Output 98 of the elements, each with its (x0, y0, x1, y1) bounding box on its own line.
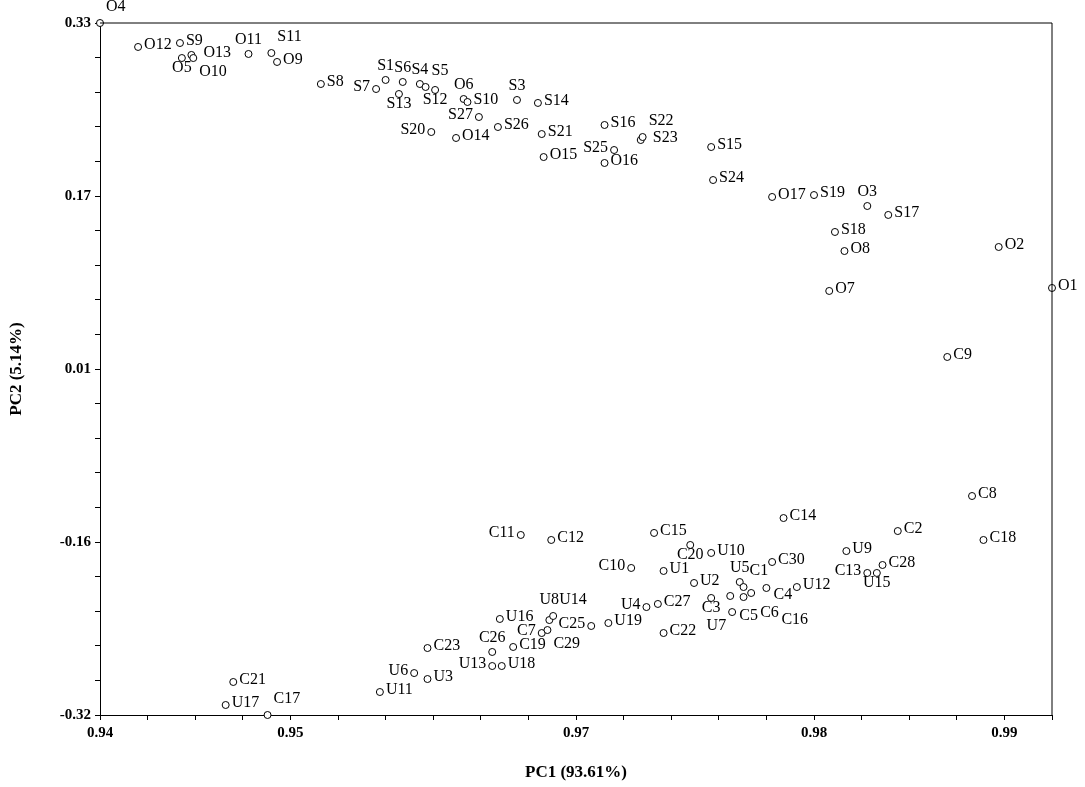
annotation: S16 (610, 113, 636, 131)
annotation: S19 (820, 183, 845, 201)
annotation: O6 (453, 75, 474, 93)
annotation: C8 (978, 484, 997, 502)
y-tick-label: 0.01 (64, 359, 91, 376)
y-axis-title: PC2 (5.14%) (5, 322, 25, 416)
annotation: O11 (235, 30, 262, 48)
annotation: S26 (503, 115, 529, 133)
annotation: O17 (778, 185, 806, 203)
annotation: O2 (1004, 235, 1025, 253)
annotation: U6 (388, 661, 409, 679)
annotation: S24 (719, 168, 744, 186)
annotation: U8 (539, 590, 560, 608)
annotation: C14 (789, 506, 817, 524)
annotation: O14 (462, 126, 490, 144)
annotation: U14 (559, 590, 587, 608)
annotation: U13 (458, 654, 487, 672)
annotation: U17 (231, 693, 260, 711)
x-tick-label: 0.97 (562, 723, 590, 740)
annotation: S10 (473, 90, 499, 108)
x-tick-label: 0.99 (991, 723, 1018, 740)
x-tick-label: 0.94 (86, 723, 114, 740)
annotation: S21 (547, 122, 573, 140)
annotation: S25 (583, 138, 609, 156)
annotation: C5 (739, 606, 758, 624)
annotation: C12 (557, 528, 584, 546)
annotation: U5 (729, 558, 750, 576)
annotation: C27 (663, 592, 691, 610)
annotation: C26 (478, 628, 506, 646)
annotation: U2 (700, 571, 720, 589)
x-tick-label: 0.95 (277, 723, 304, 740)
annotation: O5 (172, 58, 192, 76)
annotation: U11 (385, 680, 413, 698)
annotation: C28 (888, 553, 916, 571)
annotation: O7 (835, 279, 855, 297)
annotation: O16 (610, 151, 639, 169)
annotation: C1 (749, 561, 769, 579)
annotation: S13 (386, 94, 412, 112)
annotation: C10 (598, 556, 626, 574)
annotation: C22 (669, 621, 697, 639)
annotation: C3 (701, 598, 721, 616)
annotation: O9 (283, 50, 303, 68)
annotation: S27 (448, 105, 473, 123)
x-axis-title: PC1 (93.61%) (525, 762, 627, 782)
annotation: S11 (277, 27, 302, 45)
annotation: S3 (508, 76, 526, 94)
annotation: U9 (852, 539, 872, 557)
annotation: O13 (203, 43, 231, 61)
annotation: C4 (773, 585, 793, 603)
annotation: U18 (507, 654, 536, 672)
annotation: C16 (781, 610, 809, 628)
annotation: U19 (614, 611, 642, 629)
annotation: S9 (185, 31, 203, 49)
annotation: U10 (717, 541, 745, 559)
annotation: U15 (863, 573, 891, 591)
annotation: S18 (840, 220, 866, 238)
x-tick-label: 0.98 (800, 723, 828, 740)
annotation: S8 (326, 72, 344, 90)
annotation: S23 (652, 128, 678, 146)
annotation: O4 (106, 0, 126, 15)
annotation: S22 (648, 111, 674, 129)
annotation: C18 (989, 528, 1017, 546)
annotation: S6 (394, 58, 412, 76)
annotation: C30 (778, 550, 805, 568)
annotation: C21 (239, 670, 266, 688)
annotation: C13 (834, 561, 862, 579)
annotation: U4 (620, 595, 641, 613)
annotation: S12 (422, 90, 448, 108)
annotation: C2 (903, 519, 923, 537)
annotation: C29 (553, 634, 581, 652)
annotation: O3 (857, 182, 878, 200)
annotation: O12 (144, 35, 172, 53)
annotation: C23 (433, 636, 461, 654)
annotation: C6 (760, 603, 779, 621)
annotation: S14 (543, 91, 569, 109)
annotation: O8 (850, 239, 871, 257)
annotation: U7 (706, 616, 727, 634)
y-tick-label: -0.32 (59, 705, 91, 722)
annotation: O1 (1058, 276, 1078, 294)
annotation: O10 (199, 62, 227, 80)
y-tick-label: 0.33 (64, 13, 91, 30)
annotation: C17 (273, 689, 301, 707)
annotation: U3 (433, 667, 454, 685)
annotation: S17 (894, 203, 920, 221)
annotation: C25 (558, 614, 586, 632)
annotation: O15 (549, 145, 578, 163)
y-tick-label: -0.16 (59, 532, 92, 549)
annotation: S5 (431, 61, 449, 79)
y-tick-label: 0.17 (64, 186, 92, 203)
annotation: U12 (802, 575, 831, 593)
annotation: S15 (717, 135, 743, 153)
annotation: S4 (411, 60, 429, 78)
annotation: C9 (953, 345, 972, 363)
annotation: S7 (353, 77, 371, 95)
annotation: S20 (400, 120, 426, 138)
annotation: C15 (660, 521, 687, 539)
annotation: S1 (377, 56, 395, 74)
annotation: C11 (488, 523, 515, 541)
